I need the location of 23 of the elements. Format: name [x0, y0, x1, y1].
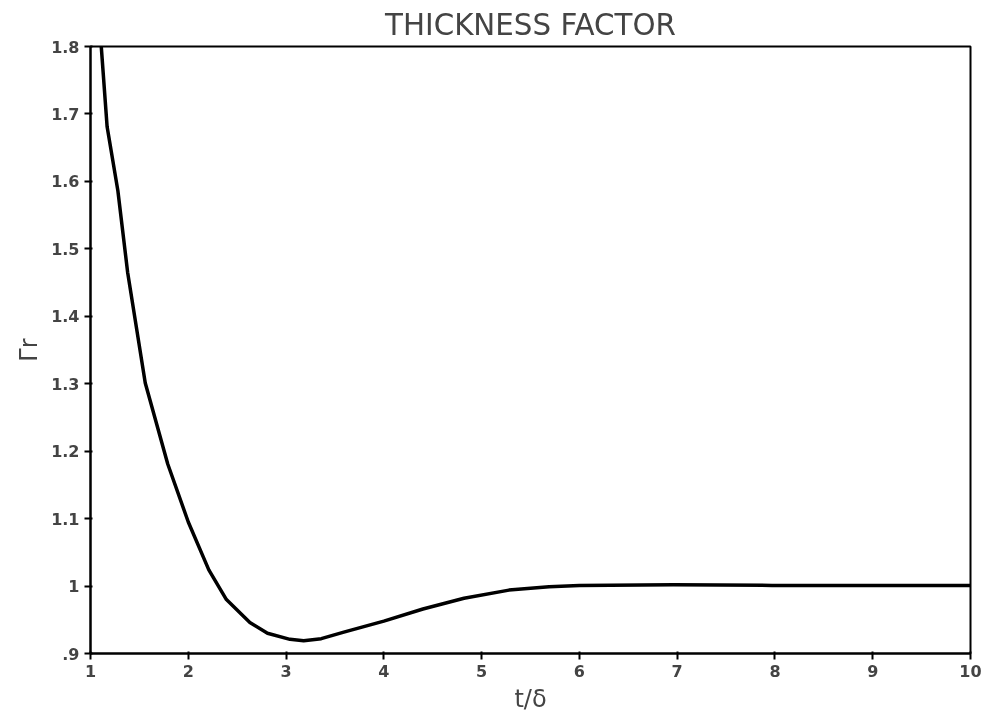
- y-tick-label: .9: [62, 644, 80, 664]
- y-tick-label: 1.3: [51, 374, 80, 394]
- x-axis-title: t/δ: [514, 684, 547, 713]
- x-tick-label: 1: [84, 661, 97, 681]
- x-tick-label: 2: [182, 661, 194, 681]
- y-tick-label: 1.2: [51, 442, 80, 462]
- x-tick-label: 9: [867, 661, 879, 681]
- chart-title: THICKNESS FACTOR: [384, 7, 676, 42]
- x-tick-label: 7: [671, 661, 683, 681]
- y-tick-label: 1.8: [51, 37, 80, 57]
- x-tick-label: 10: [959, 661, 982, 681]
- y-axis-title: Γr: [15, 338, 44, 362]
- y-tick-label: 1.7: [51, 104, 80, 124]
- y-tick-label: 1.4: [51, 307, 80, 327]
- x-tick-label: 3: [280, 661, 292, 681]
- x-tick-label: 4: [378, 661, 390, 681]
- y-tick-label: 1.6: [51, 172, 80, 192]
- y-tick-label: 1: [68, 577, 80, 597]
- x-tick-label: 6: [573, 661, 585, 681]
- y-tick-label: 1.5: [51, 239, 80, 259]
- x-tick-label: 8: [769, 661, 781, 681]
- x-tick-label: 5: [476, 661, 488, 681]
- y-tick-label: 1.1: [51, 509, 80, 529]
